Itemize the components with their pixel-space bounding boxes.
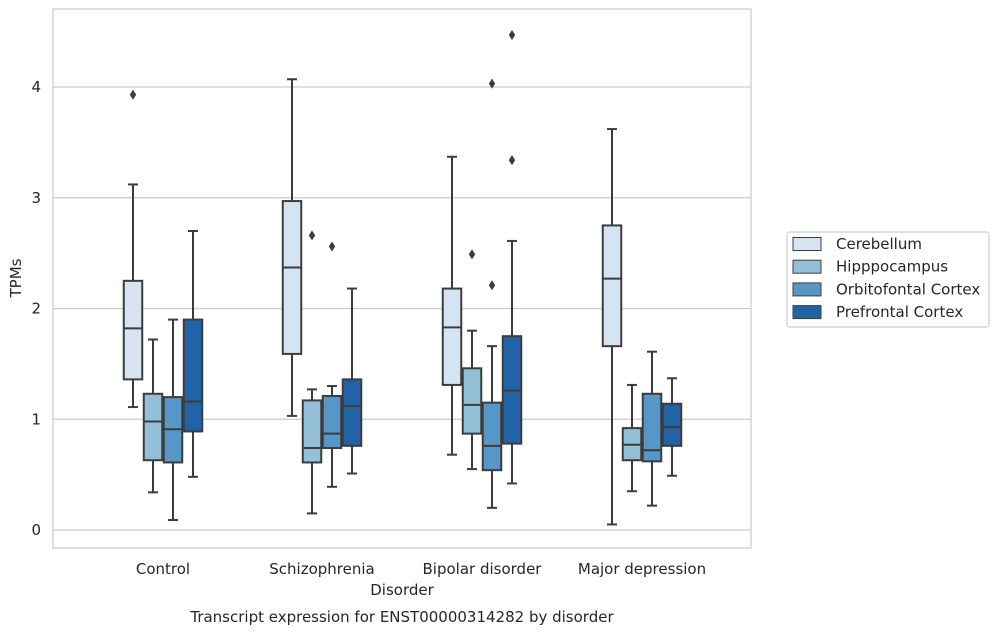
box-body — [661, 402, 683, 447]
y-tick-label-1: 1 — [31, 410, 41, 428]
x-axis-title: Disorder — [370, 581, 434, 599]
legend: Cerebellum Hipppocampus Orbitofontal Corte… — [786, 231, 990, 328]
box-body — [122, 279, 144, 381]
x-tick-label-major-depression: Major depression — [578, 560, 706, 578]
outlier-point — [468, 249, 476, 260]
legend-swatch-2 — [792, 282, 822, 297]
legend-label-1: Hipppocampus — [836, 258, 948, 276]
box-3-0 — [182, 229, 204, 478]
chart-caption: Transcript expression for ENST0000031428… — [189, 608, 614, 626]
box-3-1 — [341, 287, 363, 475]
box-0-1 — [281, 78, 303, 417]
box-body — [182, 318, 204, 433]
x-tick-labels: Control Schizophrenia Bipolar disorder Majo… — [136, 560, 706, 578]
outlier-point — [308, 230, 316, 241]
box-1-3 — [621, 383, 643, 493]
box-body — [441, 287, 463, 386]
box-body — [461, 367, 483, 435]
box-body — [341, 378, 363, 447]
box-body — [641, 392, 663, 463]
outlier-point — [508, 29, 516, 40]
outlier-point — [488, 280, 496, 291]
box-body — [601, 224, 623, 348]
x-tick-label-control: Control — [136, 560, 190, 578]
box-2-3 — [641, 350, 663, 507]
legend-label-0: Cerebellum — [836, 235, 922, 253]
legend-swatch-3 — [792, 305, 822, 320]
y-tick-label-4: 4 — [31, 78, 41, 96]
box-2-2 — [481, 78, 503, 509]
box-body — [301, 399, 323, 464]
box-3-2 — [501, 29, 523, 485]
outlier-point — [328, 241, 336, 252]
box-3-3 — [661, 377, 683, 477]
box-1-0 — [142, 338, 164, 494]
box-body — [281, 200, 303, 355]
outlier-point — [129, 89, 137, 100]
box-1-2 — [461, 249, 483, 471]
box-2-1 — [321, 241, 343, 488]
box-1-1 — [301, 230, 323, 515]
box-0-2 — [441, 155, 463, 456]
outlier-point — [508, 155, 516, 166]
x-tick-label-bipolar-disorder: Bipolar disorder — [423, 560, 543, 578]
y-tick-label-0: 0 — [31, 521, 41, 539]
legend-label-2: Orbitofontal Cortex — [836, 280, 980, 298]
boxes — [122, 29, 683, 526]
legend-label-3: Prefrontal Cortex — [836, 303, 963, 321]
box-body — [142, 392, 164, 462]
box-body — [321, 394, 343, 450]
y-tick-label-3: 3 — [31, 189, 41, 207]
y-tick-label-2: 2 — [31, 300, 41, 318]
x-tick-label-schizophrenia: Schizophrenia — [269, 560, 374, 578]
box-2-0 — [162, 318, 184, 522]
outlier-point — [488, 78, 496, 89]
legend-swatch-0 — [792, 237, 822, 251]
box-0-3 — [601, 128, 623, 526]
legend-frame — [786, 231, 990, 328]
y-axis-title: TPMs — [7, 258, 25, 298]
legend-swatch-1 — [792, 259, 822, 274]
box-body — [481, 401, 503, 472]
y-tick-labels: 0 1 2 3 4 — [31, 78, 41, 539]
box-0-0 — [122, 89, 144, 409]
plot-frame — [52, 8, 752, 549]
